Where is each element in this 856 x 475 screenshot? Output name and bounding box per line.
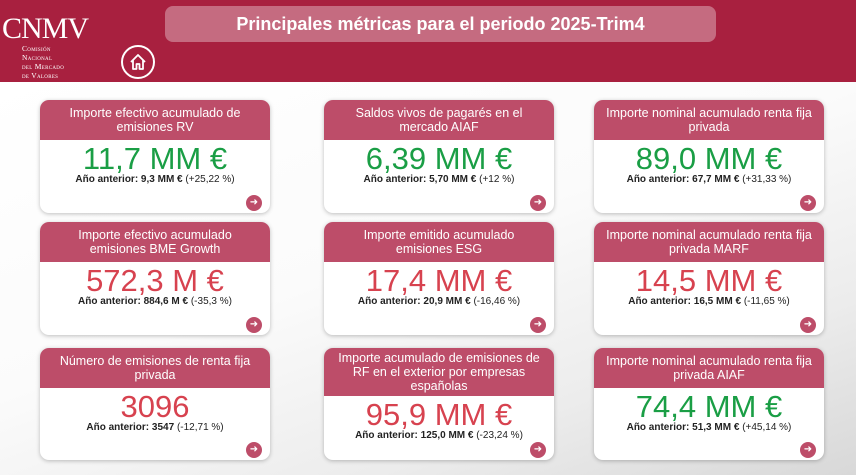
details-button[interactable]: ➜ [800, 442, 816, 458]
previous-value: Año anterior: 51,3 MM € [626, 422, 740, 433]
details-button[interactable]: ➜ [530, 317, 546, 333]
arrow-right-icon: ➜ [803, 319, 813, 330]
change-percent: (-35,3 %) [190, 296, 232, 307]
metric-card: Importe nominal acumulado renta fija pri… [594, 222, 824, 335]
arrow-right-icon: ➜ [249, 444, 259, 455]
card-title: Importe nominal acumulado renta fija pri… [594, 348, 824, 388]
home-icon [130, 54, 146, 70]
arrow-right-icon: ➜ [533, 444, 543, 455]
card-previous-year: Año anterior: 67,7 MM € (+31,33 %) [594, 174, 824, 186]
details-button[interactable]: ➜ [246, 442, 262, 458]
card-previous-year: Año anterior: 884,6 M € (-35,3 %) [40, 296, 270, 308]
arrow-right-icon: ➜ [533, 319, 543, 330]
previous-value: Año anterior: 5,70 MM € [363, 174, 477, 185]
previous-value: Año anterior: 20,9 MM € [357, 296, 471, 307]
card-title: Importe nominal acumulado renta fija pri… [594, 100, 824, 140]
details-button[interactable]: ➜ [246, 195, 262, 211]
previous-value: Año anterior: 9,3 MM € [75, 174, 183, 185]
metric-card: Saldos vivos de pagarés en el mercado AI… [324, 100, 554, 213]
metric-card: Importe nominal acumulado renta fija pri… [594, 100, 824, 213]
header-bar: CNMV Comisión Nacional del Mercado de Va… [0, 0, 856, 82]
details-button[interactable]: ➜ [530, 442, 546, 458]
metric-card: Importe nominal acumulado renta fija pri… [594, 348, 824, 460]
card-title: Importe emitido acumulado emisiones ESG [324, 222, 554, 262]
card-title: Importe efectivo acumulado emisiones BME… [40, 222, 270, 262]
card-title: Importe nominal acumulado renta fija pri… [594, 222, 824, 262]
details-button[interactable]: ➜ [800, 195, 816, 211]
change-percent: (-16,46 %) [473, 296, 521, 307]
logo-subtitle-3: de Valores [22, 71, 59, 80]
card-value: 6,39 MM € [365, 141, 513, 176]
metric-card: Número de emisiones de renta fija privad… [40, 348, 270, 460]
details-button[interactable]: ➜ [530, 195, 546, 211]
change-percent: (+45,14 %) [742, 422, 792, 433]
page-title: Principales métricas para el periodo 202… [165, 6, 716, 42]
change-percent: (-12,71 %) [176, 422, 224, 433]
arrow-right-icon: ➜ [803, 444, 813, 455]
card-title: Importe efectivo acumulado de emisiones … [40, 100, 270, 140]
details-button[interactable]: ➜ [800, 317, 816, 333]
card-previous-year: Año anterior: 9,3 MM € (+25,22 %) [40, 174, 270, 186]
card-title: Saldos vivos de pagarés en el mercado AI… [324, 100, 554, 140]
card-title: Importe acumulado de emisiones de RF en … [324, 348, 554, 396]
change-percent: (+25,22 %) [185, 174, 235, 185]
logo-text: CNMV [2, 12, 89, 45]
card-previous-year: Año anterior: 5,70 MM € (+12 %) [324, 174, 554, 186]
previous-value: Año anterior: 67,7 MM € [626, 174, 740, 185]
card-previous-year: Año anterior: 51,3 MM € (+45,14 %) [594, 422, 824, 434]
previous-value: Año anterior: 125,0 MM € [355, 430, 474, 441]
previous-value: Año anterior: 16,5 MM € [628, 296, 742, 307]
logo-subtitle-1: Nacional [22, 53, 53, 62]
home-button[interactable] [121, 45, 155, 79]
card-previous-year: Año anterior: 125,0 MM € (-23,24 %) [324, 430, 554, 442]
change-percent: (-23,24 %) [476, 430, 523, 441]
card-previous-year: Año anterior: 20,9 MM € (-16,46 %) [324, 296, 554, 308]
change-percent: (+31,33 %) [742, 174, 792, 185]
card-previous-year: Año anterior: 3547 (-12,71 %) [40, 422, 270, 434]
card-value: 17,4 MM € [365, 263, 513, 298]
logo-subtitle-0: Comisión [22, 44, 51, 53]
card-value: 3096 [120, 389, 190, 424]
card-title: Número de emisiones de renta fija privad… [40, 348, 270, 388]
details-button[interactable]: ➜ [246, 317, 262, 333]
arrow-right-icon: ➜ [249, 319, 259, 330]
metric-card: Importe efectivo acumulado de emisiones … [40, 100, 270, 213]
metric-card: Importe acumulado de emisiones de RF en … [324, 348, 554, 460]
card-value: 572,3 M € [86, 263, 224, 298]
logo-subtitle-2: del Mercado [22, 62, 65, 71]
card-value: 89,0 MM € [635, 141, 783, 176]
previous-value: Año anterior: 884,6 M € [78, 296, 189, 307]
card-previous-year: Año anterior: 16,5 MM € (-11,65 %) [594, 296, 824, 308]
arrow-right-icon: ➜ [249, 197, 259, 208]
change-percent: (-11,65 %) [743, 296, 790, 307]
cnmv-logo: CNMV Comisión Nacional del Mercado de Va… [2, 12, 112, 81]
card-value: 74,4 MM € [635, 389, 783, 424]
metric-card: Importe emitido acumulado emisiones ESG … [324, 222, 554, 335]
card-value: 14,5 MM € [635, 263, 783, 298]
arrow-right-icon: ➜ [533, 197, 543, 208]
arrow-right-icon: ➜ [803, 197, 813, 208]
previous-value: Año anterior: 3547 [86, 422, 175, 433]
card-value: 11,7 MM € [82, 141, 228, 176]
metric-card: Importe efectivo acumulado emisiones BME… [40, 222, 270, 335]
card-value: 95,9 MM € [365, 397, 513, 432]
change-percent: (+12 %) [479, 174, 515, 185]
